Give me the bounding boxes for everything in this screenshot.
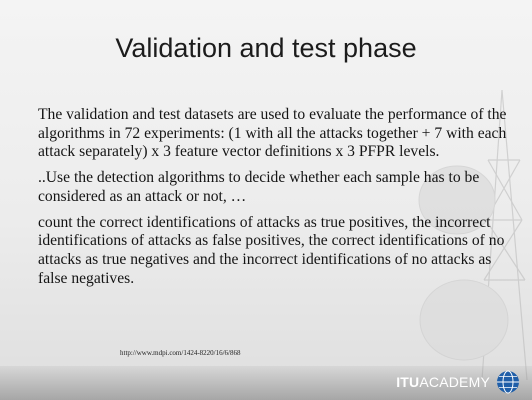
itu-globe-icon xyxy=(497,370,519,394)
slide-body: The validation and test datasets are use… xyxy=(38,106,508,295)
logo-academy-text: ACADEMY xyxy=(419,374,490,390)
footer-bar xyxy=(0,366,532,400)
paragraph-identifications: count the correct identifications of att… xyxy=(38,213,505,287)
paragraph-experiments: The validation and test datasets are use… xyxy=(38,106,507,161)
logo-itu-text: ITU xyxy=(396,374,420,390)
paragraph-detection: ..Use the detection algorithms to decide… xyxy=(38,169,480,205)
telecom-tower-background-image xyxy=(418,89,528,380)
itu-academy-logo: ITUACADEMY xyxy=(396,370,520,394)
source-link[interactable]: http://www.mdpi.com/1424-8220/16/6/868 xyxy=(120,349,241,357)
slide-title: Validation and test phase xyxy=(115,33,417,63)
logo-text: ITUACADEMY xyxy=(396,374,490,390)
